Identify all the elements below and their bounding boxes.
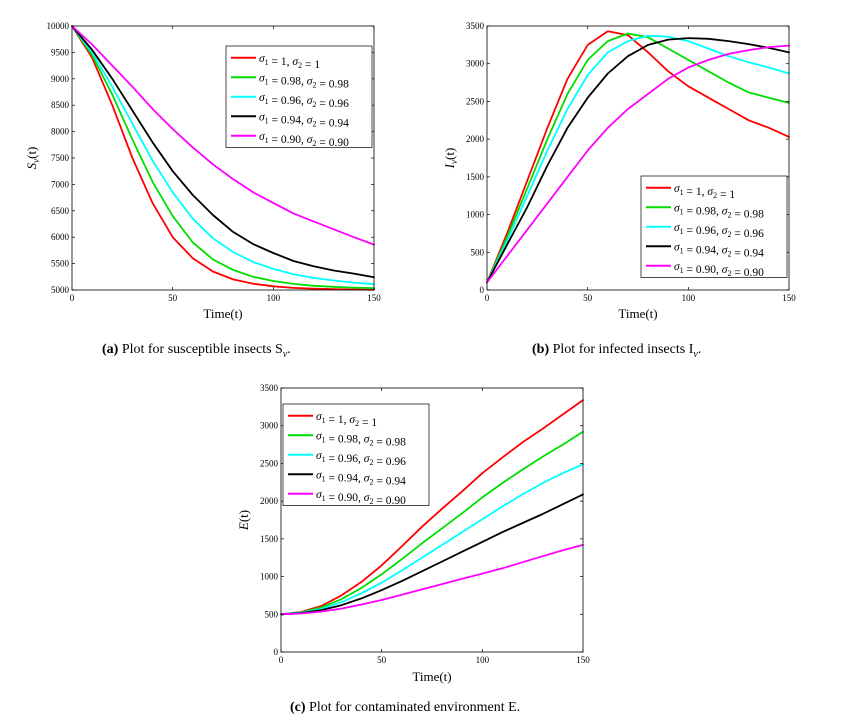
legend-label: σ1 = 0.96, σ2 = 0.96 [316,450,406,468]
chart-susceptible-insects: 0 50 100 150 5000 5500 6000 6500 7000 7500 8000 850… [24,21,381,321]
legend-label: σ1 = 0.98, σ2 = 0.98 [316,430,406,448]
series-line [71,25,375,279]
caption-b-subscript: v [693,348,698,360]
series-line [71,25,375,290]
y-tick-label: 9000 [51,74,70,84]
series-line [280,544,584,616]
legend-label: σ1 = 1, σ2 = 1 [259,53,320,71]
caption-b-text: Plot for infected insects I [552,342,694,357]
y-tick-label: 3000 [466,59,485,69]
y-tick-label: 0 [480,285,485,295]
series-line [71,25,375,291]
legend: σ1 = 1, σ2 = 1σ1 = 0.98, σ2 = 0.98 σ1 = 0… [640,175,788,279]
y-tick-label: 1000 [466,210,485,220]
y-tick-label: 2500 [466,96,485,106]
y-tick-label: 1000 [260,572,279,582]
x-axis-label: Time(t) [203,306,242,321]
series-line [486,32,790,284]
legend-label: σ1 = 0.94, σ2 = 0.94 [674,241,764,259]
y-tick-label: 6000 [51,232,70,242]
legend-box [640,175,788,278]
legend-label: σ1 = 0.90, σ2 = 0.90 [259,131,349,149]
series-line [486,44,790,284]
x-tick-label: 150 [782,293,796,303]
x-tick-label: 50 [168,293,178,303]
y-tick-label: 7000 [51,179,70,189]
x-axis-label: Time(t) [618,306,657,321]
series-line [280,463,584,616]
caption-c-text: Plot for contaminated environment E. [309,700,521,715]
y-tick-label: 8500 [51,100,70,110]
y-axis-label: Iv(t) [442,148,459,170]
caption-a-tail: . [287,342,291,357]
x-tick-label: 150 [367,293,381,303]
x-tick-label: 100 [476,655,490,665]
series-line [280,493,584,616]
y-tick-label: 0 [274,647,279,657]
x-tick-label: 150 [576,655,590,665]
x-tick-label: 50 [583,293,593,303]
y-tick-label: 8000 [51,127,70,137]
series-line [486,37,790,284]
caption-a-text: Plot for susceptible insects S [121,342,283,357]
y-tick-label: 3500 [466,21,485,31]
plot-frame [486,25,790,291]
caption-a: (a) Plot for susceptible insects Sv. [102,342,291,360]
caption-c: (c) Plot for contaminated environment E. [290,700,520,716]
y-axis-label: E(t) [236,510,251,531]
y-tick-label: 1500 [260,534,279,544]
y-tick-label: 500 [265,609,279,619]
legend-label: σ1 = 0.96, σ2 = 0.96 [674,222,764,240]
y-tick-label: 3500 [260,383,279,393]
series-line [280,399,584,616]
y-tick-label: 9500 [51,47,70,57]
series-line [71,25,375,286]
series-line [280,430,584,616]
caption-b-tail: . [697,342,702,357]
plot-frame [280,387,584,653]
series-line [71,25,375,246]
series-line [486,34,790,284]
x-tick-label: 0 [485,293,490,303]
y-tick-label: 5500 [51,259,70,269]
y-tick-label: 1500 [466,172,485,182]
x-axis-label: Time(t) [412,669,451,684]
caption-b: (b) Plot for infected insects Iv. [532,342,701,360]
y-tick-label: 10000 [47,21,70,31]
legend-label: σ1 = 0.96, σ2 = 0.96 [259,92,349,110]
y-tick-label: 2000 [260,496,279,506]
series-line [486,30,790,284]
y-tick-label: 500 [471,247,485,257]
y-tick-label: 2500 [260,458,279,468]
legend-label: σ1 = 0.90, σ2 = 0.90 [674,261,764,279]
caption-c-label: (c) [290,700,306,715]
x-tick-label: 50 [377,655,387,665]
legend-label: σ1 = 0.98, σ2 = 0.98 [259,72,349,90]
caption-b-label: (b) [532,342,550,357]
y-tick-label: 2000 [466,134,485,144]
x-tick-label: 0 [279,655,284,665]
caption-a-subscript: v [282,348,288,360]
caption-a-label: (a) [102,342,119,357]
legend-label: σ1 = 1, σ2 = 1 [316,411,377,429]
x-tick-label: 0 [70,293,75,303]
legend-label: σ1 = 0.94, σ2 = 0.94 [316,469,406,487]
y-tick-label: 7500 [51,153,70,163]
y-tick-label: 6500 [51,206,70,216]
legend: σ1 = 1, σ2 = 1σ1 = 0.98, σ2 = 0.98 σ1 = 0… [282,403,430,507]
y-axis-label: Sv(t) [24,147,41,170]
y-tick-label: 5000 [51,285,70,295]
x-tick-label: 100 [267,293,281,303]
chart-contaminated-environment: 0 50 100 1500500100015002000250030003500Tim… [236,383,590,684]
legend-label: σ1 = 0.94, σ2 = 0.94 [259,111,349,129]
y-tick-label: 3000 [260,421,279,431]
legend-label: σ1 = 0.90, σ2 = 0.90 [316,489,406,507]
chart-infected-insects: 0 50 100 1500500100015002000250030003500Tim… [442,21,796,321]
legend-label: σ1 = 1, σ2 = 1 [674,183,735,201]
legend: σ1 = 1, σ2 = 1σ1 = 0.98, σ2 = 0.98 σ1 = 0… [225,45,373,149]
x-tick-label: 100 [682,293,696,303]
legend-label: σ1 = 0.98, σ2 = 0.98 [674,202,764,220]
